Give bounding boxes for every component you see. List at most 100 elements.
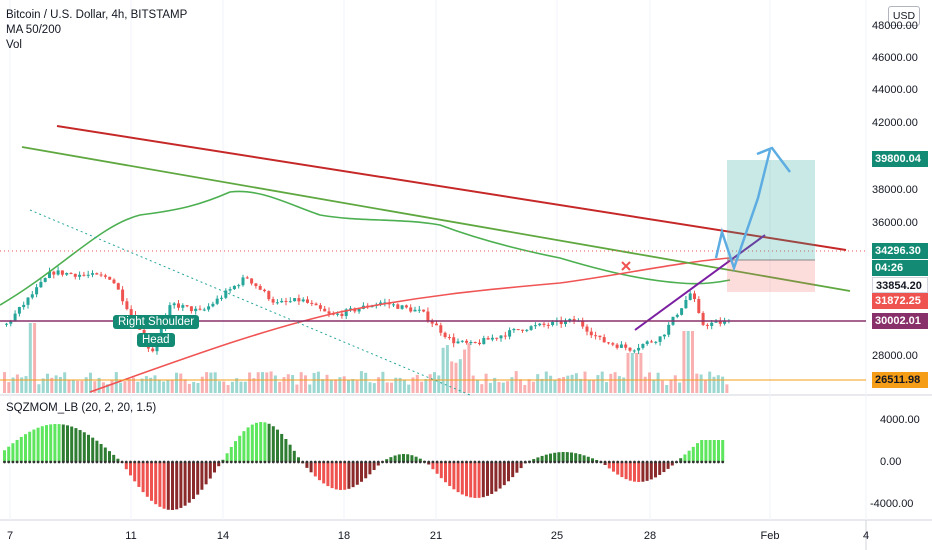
squeeze-dot [133,460,137,464]
head-label[interactable]: Head [137,333,175,347]
squeeze-dot [255,460,258,464]
squeeze-dot [490,460,494,464]
momentum-bar [19,436,23,462]
candle-body [473,341,477,343]
squeeze-dot [32,460,36,464]
candle-body [508,330,512,337]
price-tick-label: 48000.00 [872,20,918,32]
ma50-line [0,190,731,306]
squeeze-dot [423,460,426,464]
candle-body [215,298,219,304]
volume-bar [196,382,200,393]
momentum-bar [322,462,326,484]
squeeze-dot [439,460,443,464]
squeeze-dot [87,460,90,464]
volume-bar [355,380,359,393]
candle-body [99,274,103,276]
momentum-bar [263,422,267,462]
volume-bar [80,380,84,393]
time-tick-label: 25 [550,530,564,542]
volume-bar [93,381,97,393]
squeeze-dot [129,460,132,464]
volume-bar [347,380,350,393]
volume-bar [295,384,299,393]
momentum-bar [570,452,573,462]
volume-bar [381,371,385,393]
symbol-title[interactable]: Bitcoin / U.S. Dollar, 4h, BITSTAMP [6,9,188,21]
squeeze-dot [66,460,69,464]
squeeze-dot [250,460,254,464]
volume-bar [424,378,428,393]
candle-body [73,273,77,277]
momentum-bar [561,452,565,462]
momentum-bar [158,462,162,507]
indicator-legend[interactable]: SQZMOM_LB (20, 2, 20, 1.5) [6,402,157,414]
candle-body [568,319,572,321]
momentum-bar [712,440,716,462]
green-trendline [21,146,851,292]
volume-bar [308,384,312,393]
volume-bar [183,379,187,393]
volume-bar [41,378,45,393]
momentum-bar [183,462,187,506]
volume-bar [157,379,161,393]
volume-bar [175,372,178,393]
squeeze-dot [238,460,242,464]
ma-legend[interactable]: MA 50/200 [6,24,61,36]
momentum-bar [276,429,279,462]
support-price-label: 30002.01 [872,313,928,329]
volume-bar [200,376,204,393]
squeeze-dot [456,460,460,464]
candle-body [490,337,494,340]
candle-body [95,273,99,275]
volume-bar [402,379,406,393]
candle-body [658,336,662,342]
momentum-bar [162,462,166,509]
momentum-bar [532,459,536,462]
momentum-bar [683,454,687,462]
momentum-bar [271,426,275,462]
candle-body [705,324,709,326]
volume-bar [106,384,110,393]
squeeze-dot [582,460,586,464]
right-shoulder-label[interactable]: Right Shoulder [113,315,200,329]
volume-bar [334,379,338,393]
momentum-bar [255,422,258,462]
squeeze-dot [502,460,506,464]
volume-bar [291,375,295,393]
squeeze-dot [141,460,145,464]
candle-body [469,341,473,343]
volume-bar [592,380,596,393]
momentum-bar [460,462,464,495]
candle-body [69,273,73,275]
momentum-bar [124,462,128,470]
volume-bar [252,378,256,393]
candle-body [103,275,107,277]
candle-body [650,341,653,343]
squeeze-dot [288,460,292,464]
candle-body [675,314,679,317]
candle-body [5,323,8,325]
volume-bar [127,379,131,393]
squeeze-dot [334,460,338,464]
currency-button[interactable]: USD [888,6,920,26]
squeeze-dot [696,460,699,464]
squeeze-dot [57,460,61,464]
candle-body [564,320,567,325]
volume-bar [11,377,15,393]
vol-legend[interactable]: Vol [6,39,22,51]
volume-bar [24,376,28,393]
cross-marker [621,261,631,271]
volume-bar [67,380,71,393]
momentum-bar [502,462,506,486]
momentum-bar [292,450,296,462]
momentum-bar [334,462,338,490]
squeeze-dot [637,460,641,464]
momentum-bar [372,462,376,471]
momentum-bar [536,457,540,462]
candle-body [641,343,645,348]
candle-body [185,305,189,307]
momentum-bar [574,453,578,462]
candle-body [198,308,202,310]
